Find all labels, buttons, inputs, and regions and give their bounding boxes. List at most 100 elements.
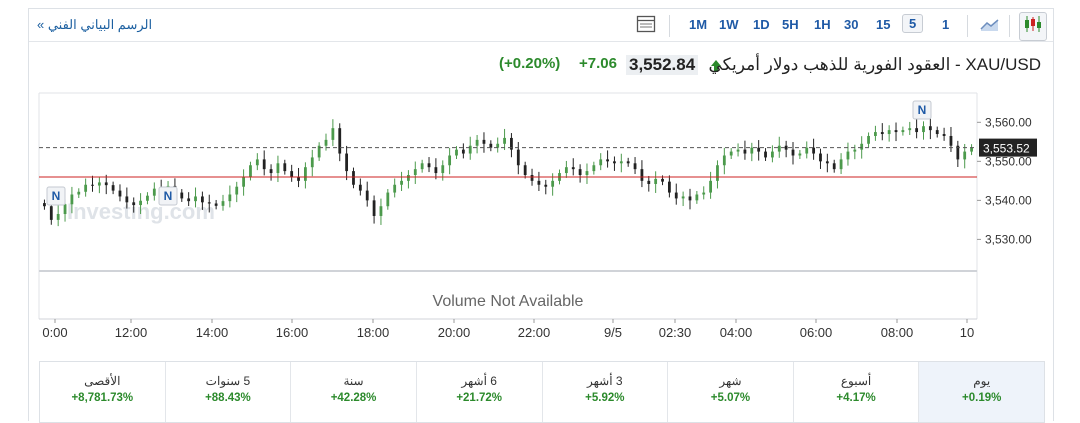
candle-body bbox=[750, 147, 754, 154]
timeframe-1-button[interactable]: 1 bbox=[942, 17, 950, 32]
candle-body bbox=[551, 180, 555, 187]
perf-day-tab[interactable]: يوم +0.19% bbox=[918, 362, 1044, 422]
perf-value: +88.43% bbox=[205, 392, 251, 404]
candle-body bbox=[839, 159, 843, 170]
candle-body bbox=[331, 128, 335, 140]
perf-value: +42.28% bbox=[330, 392, 377, 404]
candle-body bbox=[901, 130, 905, 133]
perf-5-years-tab[interactable]: 5 سنوات +88.43% bbox=[164, 362, 291, 422]
candle-body bbox=[942, 134, 946, 136]
candle-body bbox=[427, 163, 431, 168]
candle-body bbox=[448, 155, 452, 166]
candle-body bbox=[56, 214, 60, 220]
candle-body bbox=[77, 191, 81, 195]
perf-max-tab[interactable]: الأقصى +8,781.73% bbox=[40, 362, 165, 422]
candle-body bbox=[805, 147, 809, 154]
candle-body bbox=[757, 147, 761, 152]
table-icon[interactable] bbox=[636, 14, 656, 39]
candle-body bbox=[413, 169, 417, 175]
perf-week-tab[interactable]: أسبوع +4.17% bbox=[792, 362, 919, 422]
perf-label: أسبوع bbox=[840, 374, 872, 388]
timeframe-1w-button[interactable]: 1W bbox=[719, 17, 739, 32]
candle-body bbox=[812, 147, 816, 154]
candle-body bbox=[771, 151, 774, 158]
candle-body bbox=[599, 159, 603, 166]
candle-body bbox=[709, 180, 712, 193]
perf-year-tab[interactable]: سنة +42.28% bbox=[290, 362, 416, 422]
chart-toolbar: الرسم البياني الفني » 1M 1W 1D 5H 1H 30 … bbox=[29, 9, 1053, 42]
candle-body bbox=[688, 196, 692, 201]
candle-body bbox=[908, 128, 912, 131]
candle-body bbox=[63, 204, 67, 215]
candle-body bbox=[915, 128, 919, 133]
candle-body bbox=[187, 198, 191, 202]
timeframe-30-button[interactable]: 30 bbox=[844, 17, 859, 32]
performance-strip: يوم +0.19% أسبوع +4.17% شهر +5.07% 3 أشه… bbox=[39, 361, 1045, 423]
timeframe-1h-button[interactable]: 1H bbox=[814, 17, 831, 32]
candle-body bbox=[880, 132, 884, 135]
candle-body bbox=[578, 169, 582, 175]
candle-body bbox=[764, 151, 767, 158]
timeframe-5h-button[interactable]: 5H bbox=[782, 17, 799, 32]
perf-label: سنة bbox=[343, 374, 364, 388]
candle-body bbox=[455, 149, 458, 156]
candle-body bbox=[970, 147, 973, 152]
area-chart-icon[interactable] bbox=[979, 14, 1001, 39]
candle-body bbox=[358, 184, 362, 191]
change-percent: (+0.20%) bbox=[499, 55, 561, 72]
candle-body bbox=[111, 185, 115, 191]
candle-body bbox=[283, 163, 287, 172]
timeframe-15-button[interactable]: 15 bbox=[876, 17, 891, 32]
x-tick-label: 20:00 bbox=[438, 325, 471, 340]
candle-body bbox=[874, 132, 877, 136]
candle-body bbox=[461, 149, 465, 154]
x-tick-label: 9/5 bbox=[604, 325, 622, 340]
timeframe-1d-button[interactable]: 1D bbox=[753, 17, 770, 32]
perf-month-tab[interactable]: شهر +5.07% bbox=[667, 362, 793, 422]
perf-3-months-tab[interactable]: 3 أشهر +5.92% bbox=[541, 362, 668, 422]
x-tick-label: 06:00 bbox=[800, 325, 833, 340]
candle-body bbox=[180, 192, 184, 199]
candle-body bbox=[860, 143, 864, 150]
candle-body bbox=[407, 175, 410, 181]
x-tick-label: 10 bbox=[960, 325, 974, 340]
timeframe-5-button[interactable]: 5 bbox=[902, 14, 924, 33]
perf-value: +4.17% bbox=[836, 392, 876, 404]
candle-body bbox=[214, 203, 218, 206]
candle-body bbox=[798, 153, 802, 156]
perf-label: شهر bbox=[719, 374, 742, 388]
y-tick-label: 3,560.00 bbox=[985, 115, 1032, 129]
candlestick-icon[interactable] bbox=[1019, 12, 1047, 41]
candle-body bbox=[825, 161, 829, 164]
candle-body bbox=[91, 184, 94, 186]
candle-body bbox=[304, 167, 307, 181]
perf-value: +0.19% bbox=[962, 392, 1002, 404]
news-marker bbox=[158, 186, 178, 206]
perf-value: +21.72% bbox=[456, 392, 503, 404]
candle-body bbox=[200, 196, 204, 203]
candle-body bbox=[441, 165, 445, 174]
candle-body bbox=[503, 137, 506, 144]
candle-body bbox=[386, 192, 390, 207]
candle-body bbox=[146, 195, 149, 201]
candle-body bbox=[935, 130, 939, 135]
candle-body bbox=[297, 176, 300, 181]
y-tick-label: 3,550.00 bbox=[985, 154, 1032, 168]
timeframe-1m-button[interactable]: 1M bbox=[689, 17, 708, 32]
candle-body bbox=[585, 171, 589, 175]
candle-body bbox=[249, 165, 252, 177]
perf-6-months-tab[interactable]: 6 أشهر +21.72% bbox=[415, 362, 542, 422]
candle-body bbox=[894, 130, 898, 133]
candle-body bbox=[372, 200, 376, 216]
candle-body bbox=[516, 149, 520, 166]
candle-body bbox=[661, 178, 664, 182]
candle-body bbox=[853, 149, 857, 152]
candle-body bbox=[139, 200, 142, 206]
candle-body bbox=[104, 182, 108, 186]
candle-body bbox=[791, 149, 795, 156]
candle-body bbox=[832, 163, 836, 170]
candle-body bbox=[84, 184, 88, 192]
full-chart-link[interactable]: الرسم البياني الفني » bbox=[37, 17, 153, 32]
candle-body bbox=[867, 135, 870, 144]
price-chart[interactable]: Investing.com Volume Not Available 3,560… bbox=[29, 9, 1053, 354]
